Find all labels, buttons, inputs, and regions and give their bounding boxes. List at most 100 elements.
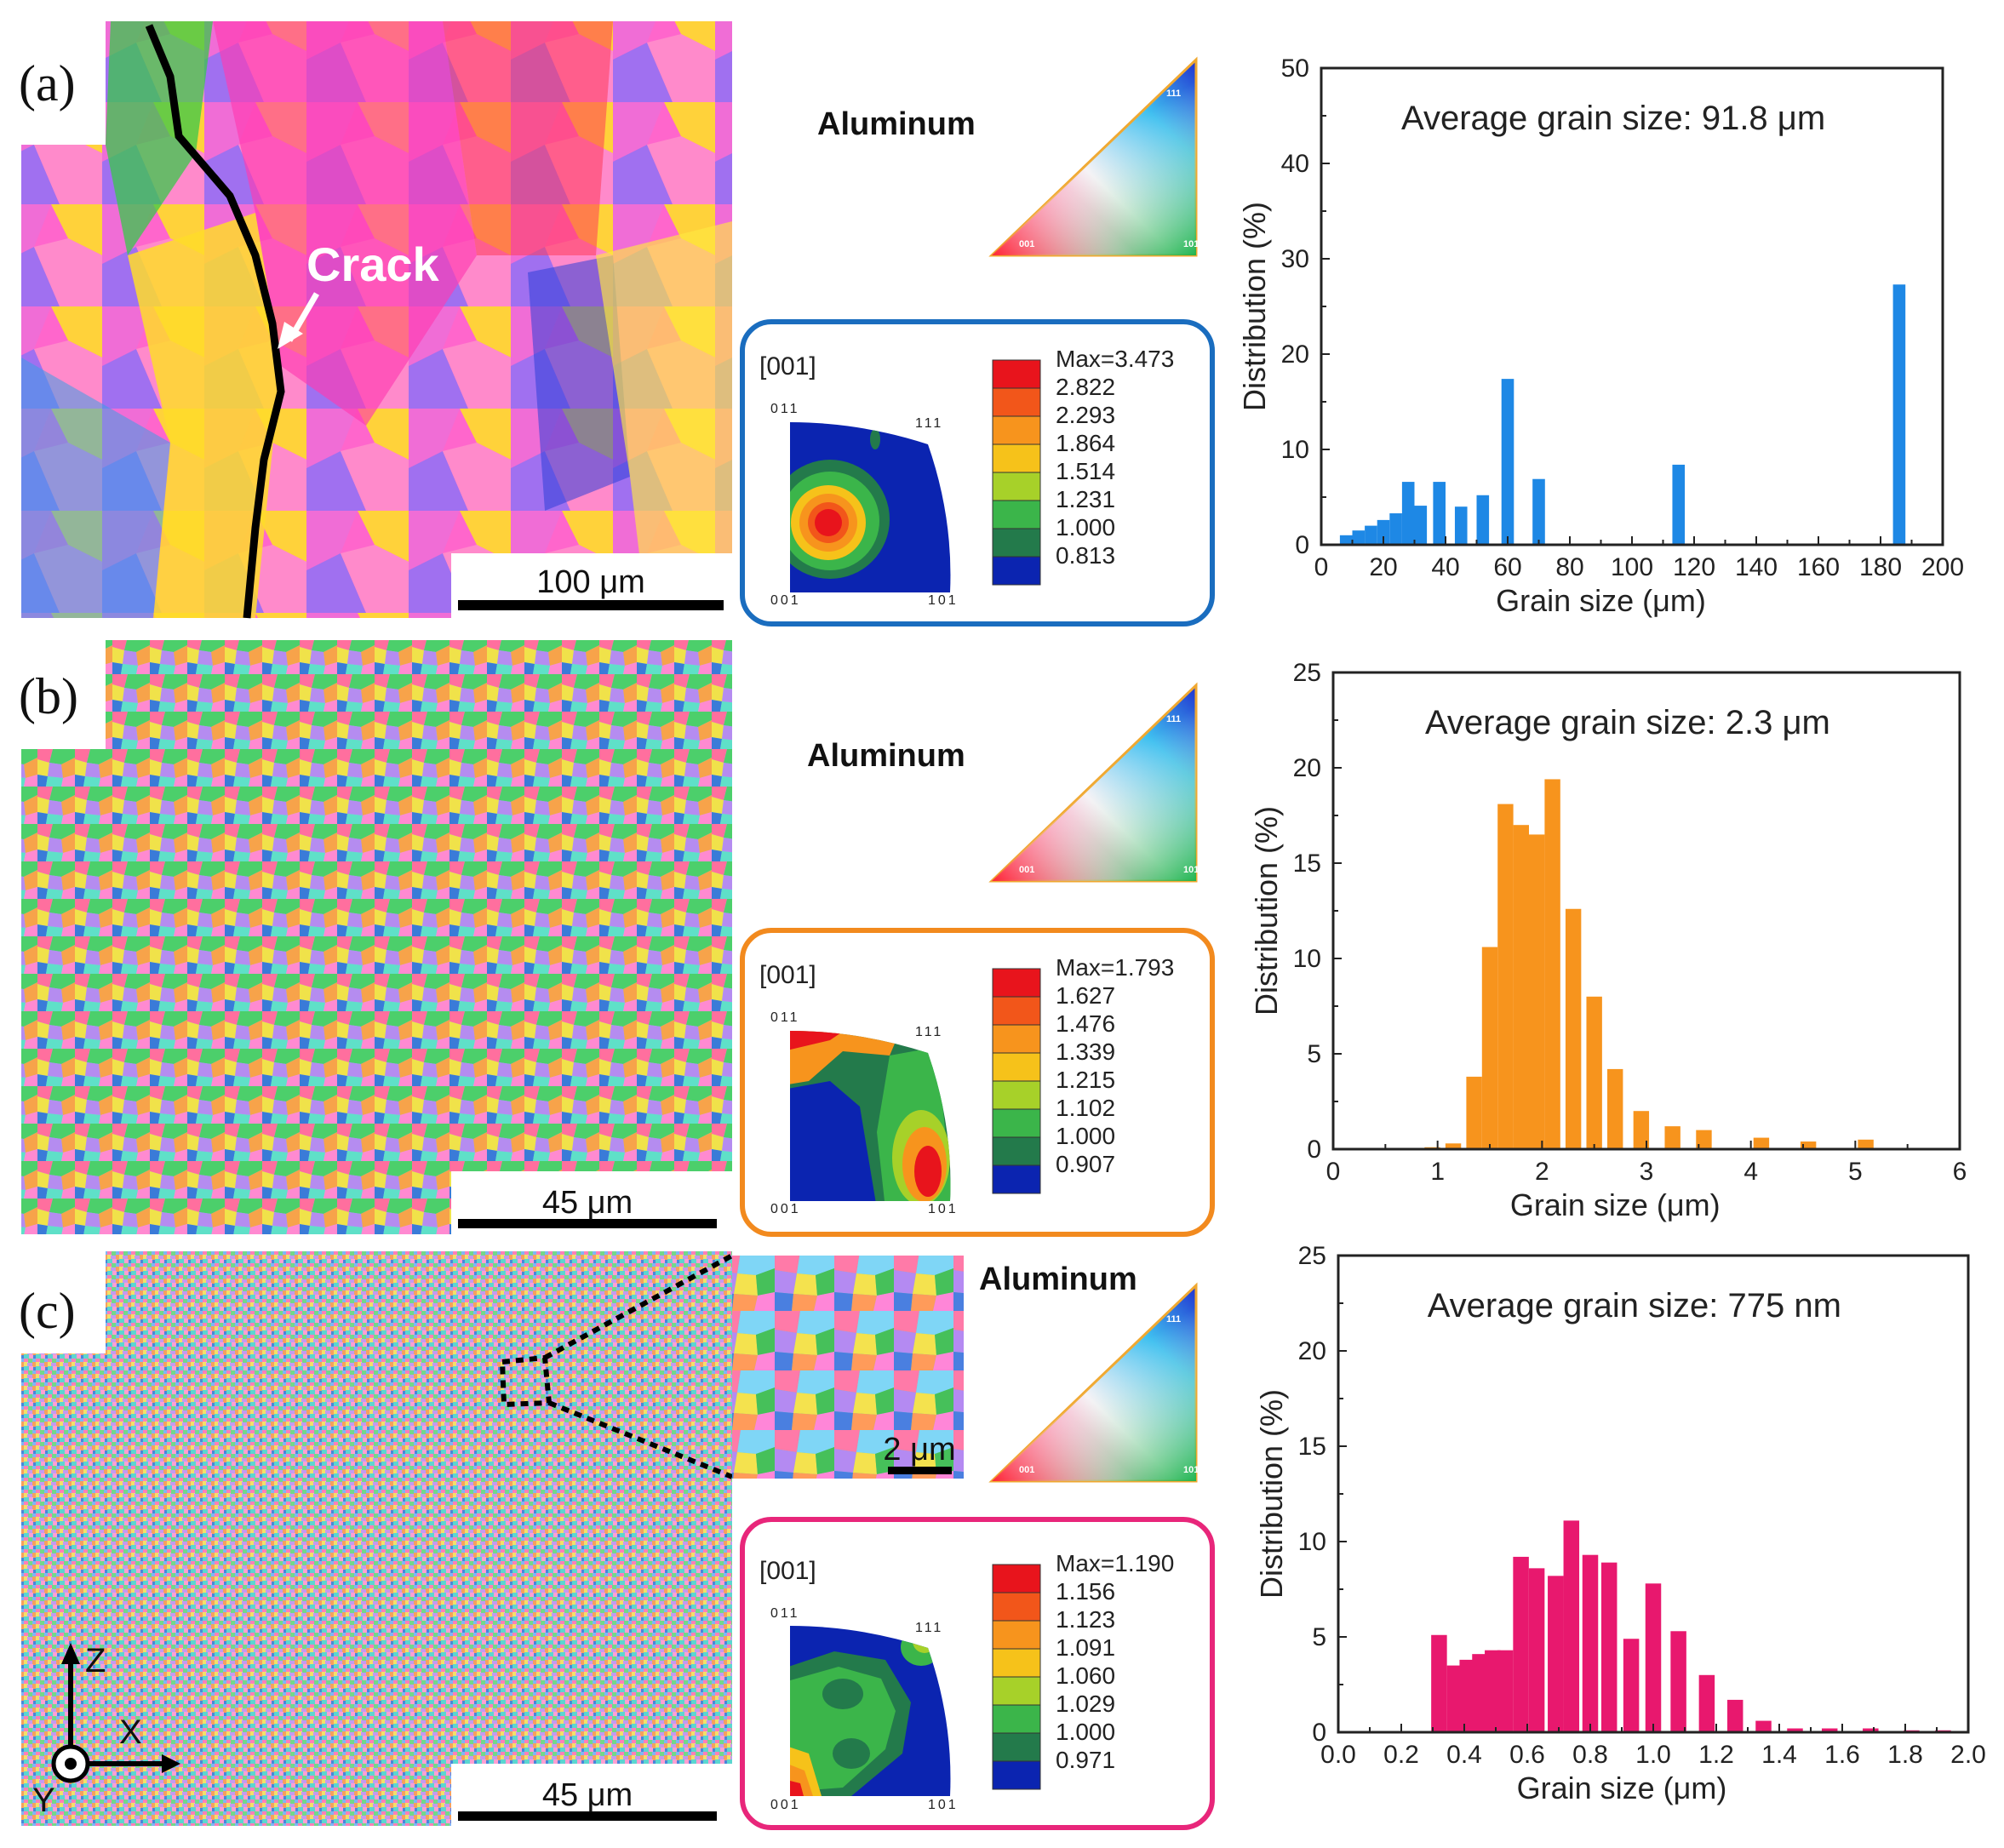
colorbar-b: Max=1.7931.6271.4761.3391.2151.1021.0000… xyxy=(992,954,1174,1194)
histogram-bar xyxy=(1582,1554,1599,1732)
histogram-bar xyxy=(1454,506,1468,545)
x-tick-label: 0.4 xyxy=(1446,1741,1482,1769)
histogram-bar xyxy=(1339,535,1353,545)
y-tick-label: 0 xyxy=(1295,531,1309,559)
histogram-bar xyxy=(1529,834,1545,1149)
histogram-bar xyxy=(1892,284,1906,545)
x-tick-label: 6 xyxy=(1953,1158,1967,1186)
colorbar-legend-value: 1.231 xyxy=(1056,486,1115,512)
crack-label: Crack xyxy=(306,237,440,291)
pole-figure-frame-b xyxy=(740,928,1215,1237)
plot-frame xyxy=(1320,66,1944,546)
x-axis-label: Grain size (μm) xyxy=(1517,1771,1727,1805)
colorbars: Max=3.4732.8222.2931.8641.5141.2311.0000… xyxy=(992,346,1174,1790)
colorbar-swatch xyxy=(992,1024,1041,1054)
ebsd-map-a xyxy=(21,21,732,619)
colorbar-legend-value: 2.822 xyxy=(1056,374,1115,400)
histogram-bar xyxy=(1501,379,1514,545)
scale-bar-b xyxy=(458,1219,717,1228)
axis-z-label: Z xyxy=(85,1642,106,1679)
y-tick-label: 15 xyxy=(1298,1433,1326,1461)
histogram-bar xyxy=(1821,1728,1838,1732)
x-axis-label: Grain size (μm) xyxy=(1496,583,1706,618)
x-tick-label: 0.6 xyxy=(1509,1741,1545,1769)
histogram-bar xyxy=(1497,1650,1514,1732)
histogram-bar xyxy=(1645,1583,1662,1732)
material-label-c: Aluminum xyxy=(979,1262,1137,1297)
x-tick-label: 80 xyxy=(1555,553,1583,581)
svg-text:011: 011 xyxy=(770,1010,800,1025)
y-tick-label: 25 xyxy=(1298,1242,1326,1270)
histogram-bar xyxy=(1633,1111,1650,1149)
y-tick-label: 25 xyxy=(1293,659,1321,687)
colorbar-legend-value: 1.156 xyxy=(1056,1578,1115,1605)
y-tick-label: 15 xyxy=(1293,850,1321,878)
svg-text:101: 101 xyxy=(928,593,959,608)
x-tick-label: 1.6 xyxy=(1824,1741,1860,1769)
pole-figure-a xyxy=(790,422,951,592)
svg-text:011: 011 xyxy=(770,402,800,416)
histogram-bar xyxy=(1472,1654,1488,1732)
colorbar-swatch xyxy=(992,556,1041,586)
svg-text:101: 101 xyxy=(928,1798,959,1812)
svg-text:011: 011 xyxy=(770,1606,800,1621)
colorbar-swatch xyxy=(992,1108,1041,1138)
x-tick-label: 120 xyxy=(1673,553,1715,581)
colorbar-legend-value: Max=1.190 xyxy=(1056,1550,1174,1576)
histogram-bar xyxy=(1532,478,1545,545)
colorbar-swatch xyxy=(992,415,1041,445)
colorbar-legend-value: 1.000 xyxy=(1056,1719,1115,1745)
colorbar-legend-value: 1.102 xyxy=(1056,1095,1115,1121)
histogram-bar xyxy=(1696,1130,1712,1149)
y-tick-label: 10 xyxy=(1281,436,1309,464)
y-tick-label: 50 xyxy=(1281,54,1309,83)
histogram-bar xyxy=(1600,1562,1618,1732)
pole-figure-c xyxy=(790,1626,951,1796)
histogram-bar xyxy=(1544,779,1560,1149)
histogram-bar xyxy=(1389,513,1402,545)
histogram-bar xyxy=(1433,482,1446,545)
colorbar-legend-value: 1.627 xyxy=(1056,982,1115,1009)
plot-frame xyxy=(1331,671,1961,1151)
x-tick-label: 200 xyxy=(1921,553,1964,581)
histogram-bar xyxy=(1800,1141,1817,1149)
inset-scale-bar xyxy=(888,1467,952,1474)
histogram-a: 0 20 40 60 80 100 120 140 160 180 200 0 10 20 30 40 50 Av… xyxy=(1237,54,1964,618)
y-tick-label: 20 xyxy=(1293,754,1321,782)
y-tick-label: 10 xyxy=(1298,1528,1326,1556)
x-tick-label: 0.8 xyxy=(1572,1741,1608,1769)
y-tick-label: 0 xyxy=(1312,1719,1326,1747)
svg-text:001: 001 xyxy=(1019,1465,1034,1475)
ebsd-inset-c xyxy=(732,1256,964,1479)
histogram-bar xyxy=(1787,1728,1803,1732)
svg-text:001: 001 xyxy=(770,1798,801,1812)
pole-figure-frame-a xyxy=(740,319,1215,626)
svg-text:001: 001 xyxy=(1019,865,1034,875)
colorbar-swatch xyxy=(992,472,1041,501)
y-tick-label: 5 xyxy=(1312,1623,1326,1651)
x-tick-label: 1.4 xyxy=(1761,1741,1797,1769)
colorbar-swatch xyxy=(992,359,1041,389)
svg-text:001: 001 xyxy=(770,1202,801,1216)
histogram-bar xyxy=(1528,1568,1545,1732)
colorbar-c: Max=1.1901.1561.1231.0911.0601.0291.0000… xyxy=(992,1550,1174,1790)
svg-text:111: 111 xyxy=(1166,1314,1181,1324)
y-axis-label: Distribution (%) xyxy=(1249,806,1284,1016)
colorbar-swatch xyxy=(992,1164,1041,1194)
x-tick-label: 3 xyxy=(1640,1158,1654,1186)
x-tick-label: 1.0 xyxy=(1635,1741,1671,1769)
colorbar-legend-value: 0.971 xyxy=(1056,1747,1115,1773)
svg-text:001: 001 xyxy=(770,593,801,608)
colorbar-legend-value: 0.813 xyxy=(1056,542,1115,569)
colorbar-legend-value: 2.293 xyxy=(1056,402,1115,428)
y-tick-label: 20 xyxy=(1298,1337,1326,1365)
colorbar-swatch xyxy=(992,1592,1041,1622)
scale-bar-label-a: 100 μm xyxy=(536,564,645,600)
x-axis-label: Grain size (μm) xyxy=(1510,1187,1721,1222)
svg-text:001: 001 xyxy=(1019,239,1034,249)
pole-figure-frame-c xyxy=(740,1517,1215,1830)
pole-direction-a: [001] xyxy=(759,352,816,380)
material-label-b: Aluminum xyxy=(807,738,965,774)
x-tick-label: 180 xyxy=(1859,553,1902,581)
